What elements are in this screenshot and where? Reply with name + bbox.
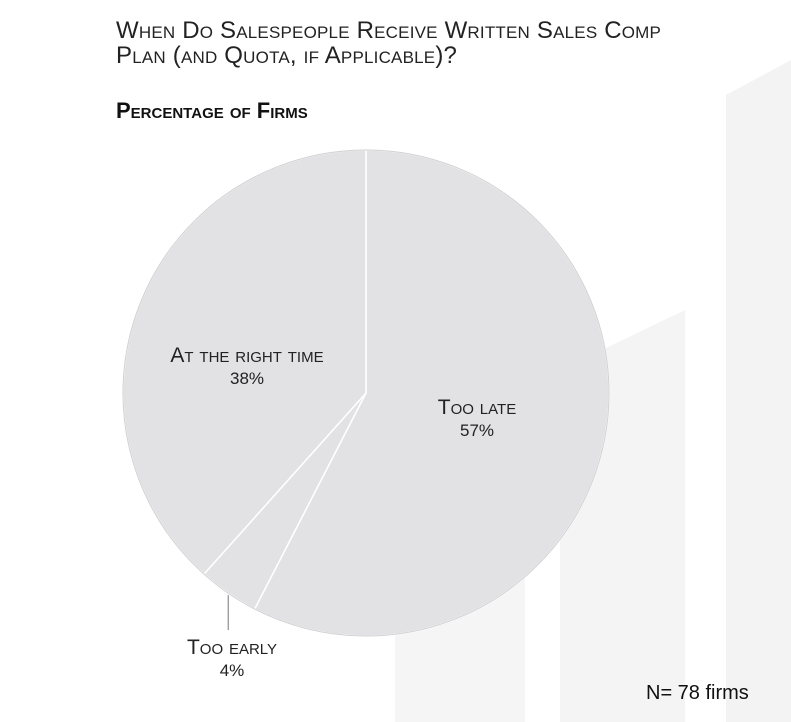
- slice-label-too-late: Too late: [438, 396, 516, 419]
- chart-subtitle: Percentage of Firms: [116, 98, 308, 123]
- chart-title: When Do Salespeople Receive Written Sale…: [116, 17, 662, 69]
- slice-label-at-the-right-time: At the right time: [170, 344, 323, 367]
- slice-label-too-early: Too early: [187, 636, 277, 659]
- sample-size-note: N= 78 firms: [646, 682, 749, 704]
- slice-value-too-early: 4%: [220, 661, 245, 680]
- slice-value-at-the-right-time: 38%: [230, 369, 264, 388]
- pie-outline: [122, 149, 610, 637]
- slice-value-too-late: 57%: [460, 421, 494, 440]
